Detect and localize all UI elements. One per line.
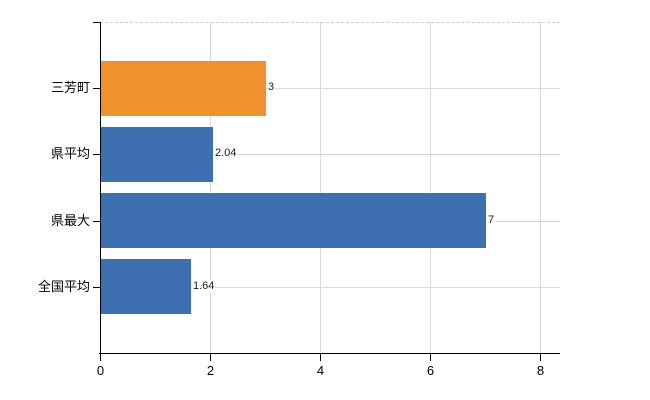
horizontal-gridline: [101, 154, 560, 155]
x-axis-tick: [430, 354, 431, 361]
bar: [101, 259, 191, 314]
category-label: 全国平均: [37, 279, 90, 294]
bar-value-label: 1.64: [192, 280, 216, 293]
category-label: 県最大: [50, 213, 90, 228]
x-tick-label: 4: [316, 363, 325, 378]
x-tick-label: 8: [536, 363, 545, 378]
bar: [101, 61, 266, 116]
vertical-gridline: [210, 22, 211, 353]
bar: [101, 127, 213, 182]
y-axis-tick: [93, 154, 100, 155]
bar-value-label: 2.04: [214, 147, 238, 160]
bar-value-label: 7: [487, 214, 496, 227]
x-tick-label: 0: [96, 363, 105, 378]
horizontal-gridline: [101, 287, 560, 288]
y-axis-tick: [93, 221, 100, 222]
category-label: 三芳町: [50, 80, 90, 95]
y-axis-line: [100, 22, 101, 354]
y-axis-tick: [93, 287, 100, 288]
plot-top-border: [100, 22, 560, 23]
x-axis-tick: [540, 354, 541, 361]
vertical-gridline: [540, 22, 541, 353]
vertical-gridline: [430, 22, 431, 353]
y-axis-tick: [93, 22, 100, 23]
x-axis-line: [99, 353, 560, 354]
x-axis-tick: [100, 354, 101, 361]
bar-value-label: 3: [267, 81, 276, 94]
bar: [101, 193, 486, 248]
category-label: 県平均: [50, 146, 90, 161]
vertical-gridline: [320, 22, 321, 353]
horizontal-gridline: [101, 88, 560, 89]
x-tick-label: 6: [426, 363, 435, 378]
x-axis-tick: [320, 354, 321, 361]
x-axis-tick: [210, 354, 211, 361]
y-axis-tick: [93, 88, 100, 89]
x-tick-label: 2: [206, 363, 215, 378]
